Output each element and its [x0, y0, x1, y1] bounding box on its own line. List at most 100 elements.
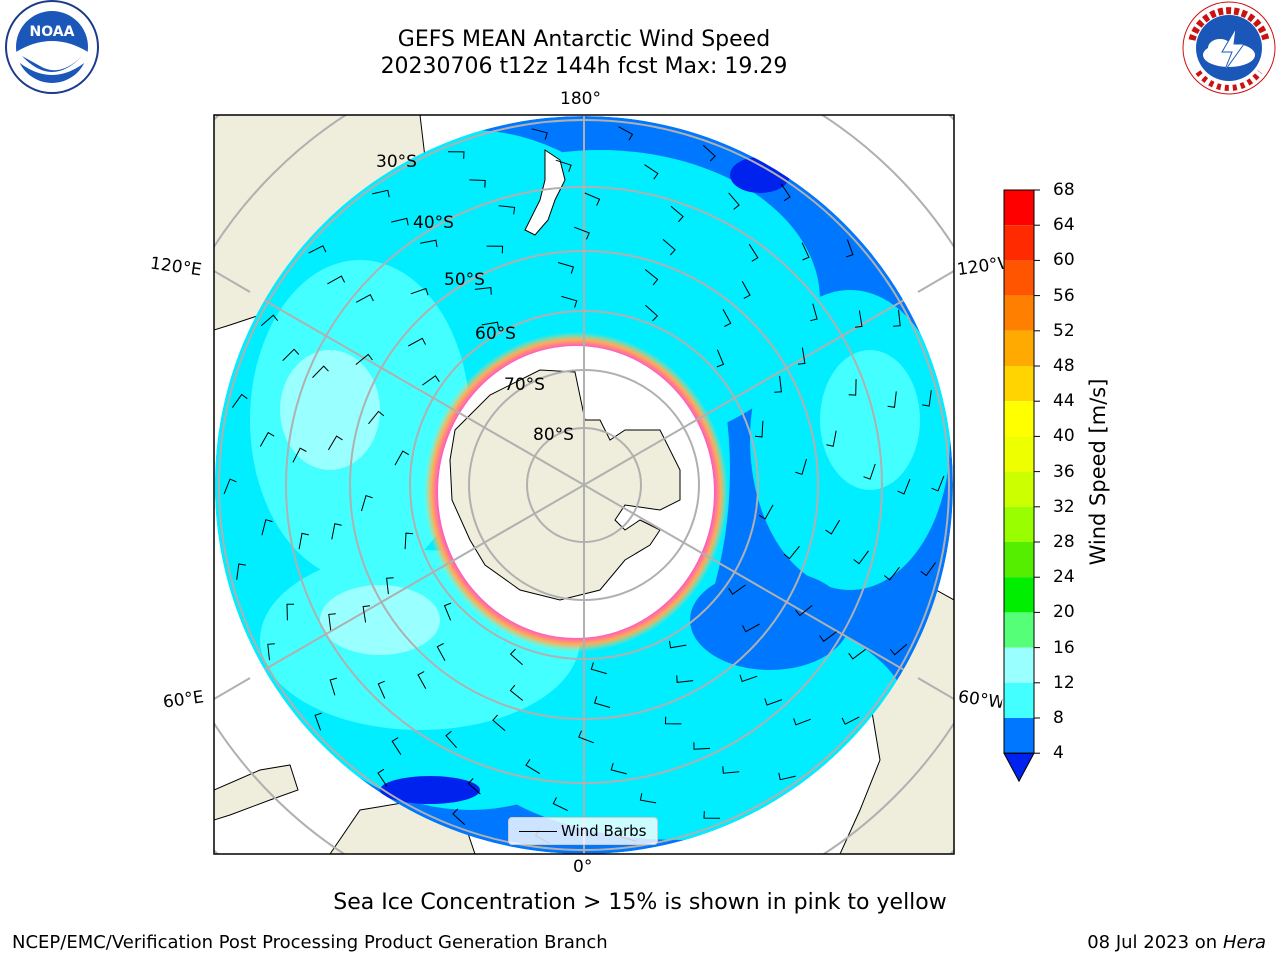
colorbar-segment [1004, 682, 1034, 718]
colorbar-segment [1004, 647, 1034, 683]
colorbar-tick-label: 4 [1053, 743, 1064, 764]
wind-barb [593, 696, 611, 708]
wind-barb [555, 159, 572, 172]
colorbar-segment [1004, 471, 1034, 507]
colorbar-label: Wind Speed [m/s] [1086, 378, 1110, 566]
wind-barb [846, 239, 854, 258]
wind-barb [703, 811, 721, 819]
antarctica-land [449, 369, 681, 601]
wind-barb [420, 239, 438, 248]
wind-barb [362, 605, 371, 623]
wind-barb [436, 643, 446, 661]
colorbar-tick-label: 32 [1053, 496, 1075, 517]
wind-barb [931, 475, 945, 492]
map-title: GEFS MEAN Antarctic Wind Speed [397, 27, 771, 52]
wind-barb [797, 347, 806, 365]
colorbar-tick-label: 8 [1053, 708, 1064, 728]
wind-barb [361, 494, 373, 512]
wind-barb [474, 287, 492, 295]
colorbar-tick-label: 68 [1053, 180, 1075, 200]
colorbar-tick-label: 12 [1053, 672, 1075, 693]
wind-barb [702, 144, 716, 162]
wind-barb [391, 217, 409, 226]
nws-logo [1182, 1, 1276, 95]
wind-barb [801, 242, 810, 261]
wind-barb [223, 478, 237, 495]
wind-barb [783, 545, 800, 560]
wind-barb [386, 577, 394, 595]
wind-barb [417, 671, 427, 690]
wind-barb [314, 712, 322, 731]
wind-barb [422, 375, 440, 386]
wind-barb [377, 680, 386, 699]
wind-barb [610, 762, 627, 775]
wind-barb [758, 504, 774, 520]
wind-barb [328, 613, 336, 631]
noaa-logo: NOAA [5, 0, 99, 94]
colorbar-segment [1004, 506, 1034, 542]
colorbar-segment [1004, 436, 1034, 472]
colorbar-segment [1004, 401, 1034, 437]
wind-barb [644, 164, 659, 180]
wind-barb [778, 772, 796, 781]
wind-barb [355, 294, 374, 303]
wind-barb [445, 730, 457, 749]
wind-barb [525, 759, 540, 775]
wind-barb [584, 192, 601, 206]
wind-barb [574, 226, 590, 240]
colorbar [1003, 189, 1040, 783]
wind-barb [741, 280, 751, 299]
lat-label-70s: 70°S [504, 375, 545, 395]
wind-barb [261, 519, 273, 536]
wind-barb [443, 602, 452, 621]
wind-barb [509, 648, 523, 666]
wind-barb [467, 778, 481, 795]
footer-date: 08 Jul 2023 on Hera [1087, 932, 1266, 953]
wind-barb [728, 192, 740, 210]
wind-barb [748, 243, 759, 262]
wind-barb [509, 684, 524, 701]
wind-barb [492, 714, 506, 731]
wind-barb [664, 716, 682, 725]
wind-barb [282, 348, 300, 361]
map-frame [213, 114, 955, 855]
wind-barb [662, 239, 676, 256]
wind-barb [739, 674, 758, 683]
wind-barb [267, 643, 275, 661]
wind-barb [498, 205, 516, 215]
wind-barb [825, 519, 841, 535]
wind-barb [260, 314, 279, 327]
lat-label-30s: 30°S [376, 152, 417, 172]
lat-label-50s: 50°S [444, 270, 485, 290]
wind-barb [639, 793, 657, 804]
colorbar-tick-label: 40 [1053, 426, 1075, 447]
wind-barb [841, 716, 860, 725]
wind-barb [452, 808, 466, 826]
wind-barb [826, 430, 837, 447]
colorbar-tick-label: 16 [1053, 637, 1075, 658]
wind-barb [716, 349, 725, 368]
colorbar-tick-label: 36 [1053, 461, 1075, 482]
wind-barb [259, 431, 275, 447]
map-subtitle: 20230706 t12z 144h fcst Max: 19.29 [380, 54, 788, 79]
wind-barb [676, 675, 694, 683]
wind-barb [848, 379, 857, 396]
legend-line-swatch [519, 831, 557, 832]
wind-barb [887, 391, 897, 408]
wind-barb [408, 337, 426, 347]
wind-barb [670, 205, 684, 223]
wind-barb [810, 303, 818, 322]
wind-barb [618, 126, 634, 141]
wind-barb [447, 151, 465, 159]
lat-label-40s: 40°S [413, 213, 454, 233]
wind-barb [883, 566, 900, 581]
wind-barb [897, 478, 911, 495]
wind-barb [590, 662, 607, 675]
legend-label: Wind Barbs [561, 822, 647, 840]
wind-barb [742, 623, 760, 633]
wind-barb [578, 730, 594, 744]
wind-barb [793, 718, 811, 726]
colorbar-tick-label: 56 [1053, 285, 1075, 306]
wind-barb [557, 262, 575, 274]
